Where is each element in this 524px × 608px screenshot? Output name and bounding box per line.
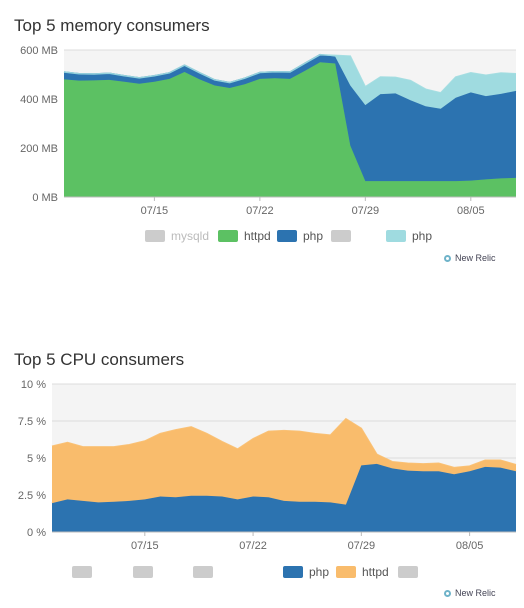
legend-swatch — [331, 230, 351, 242]
x-tick-label: 08/05 — [456, 540, 484, 552]
legend-swatch — [277, 230, 297, 242]
cpu-brand: New Relic — [444, 588, 496, 598]
legend-item[interactable]: mysqld — [145, 228, 209, 244]
series-area-php — [64, 54, 516, 182]
y-tick-label: 10 % — [21, 379, 46, 391]
brand-label: New Relic — [455, 253, 496, 263]
brand-label: New Relic — [455, 588, 496, 598]
series-line-httpd — [51, 417, 517, 469]
legend-label: php — [309, 565, 330, 579]
legend-swatch — [72, 566, 92, 578]
series-area-php — [64, 54, 516, 109]
legend-item[interactable]: php — [283, 564, 329, 580]
series-area-httpd — [64, 62, 516, 197]
x-tick-label: 07/22 — [246, 205, 274, 217]
legend-label: httpd — [244, 229, 271, 243]
legend-label: php — [412, 229, 433, 243]
cpu-chart-title: Top 5 CPU consumers — [14, 350, 185, 369]
memory-chart: 0 MB 200 MB 400 MB 600 MB 07/15 07/22 07/29 08/… — [20, 45, 517, 217]
legend-swatch — [193, 566, 213, 578]
legend-label: httpd — [362, 565, 389, 579]
y-tick-label: 2.5 % — [18, 490, 46, 502]
legend-item[interactable]: php — [386, 228, 432, 244]
y-tick-label: 0 MB — [32, 192, 58, 204]
series-area-httpd — [52, 418, 516, 505]
cpu-chart: 0 % 2.5 % 5 % 7.5 % 10 % 07/15 07/22 07/29 08/05 — [18, 379, 517, 552]
legend-item[interactable] — [133, 564, 159, 580]
legend-swatch — [398, 566, 418, 578]
memory-brand: New Relic — [444, 253, 496, 263]
legend-swatch — [145, 230, 165, 242]
legend-swatch — [133, 566, 153, 578]
legend-item[interactable] — [72, 564, 98, 580]
legend-item[interactable]: httpd — [218, 228, 271, 244]
new-relic-ring-icon — [444, 589, 451, 597]
x-tick-label: 08/05 — [457, 205, 485, 217]
y-tick-label: 5 % — [27, 453, 46, 465]
legend-swatch — [386, 230, 406, 242]
legend-swatch — [283, 566, 303, 578]
x-tick-label: 07/29 — [352, 205, 380, 217]
series-line-php — [63, 53, 517, 94]
y-tick-label: 600 MB — [20, 45, 58, 57]
legend-item[interactable]: httpd — [336, 564, 389, 580]
memory-legend: mysqld httpd php php — [0, 228, 524, 248]
legend-item[interactable]: php — [277, 228, 323, 244]
y-tick-label: 400 MB — [20, 94, 58, 106]
legend-item[interactable] — [193, 564, 219, 580]
legend-item[interactable] — [398, 564, 424, 580]
legend-item[interactable] — [331, 228, 357, 244]
memory-chart-title: Top 5 memory consumers — [14, 16, 210, 35]
cpu-legend: php httpd — [0, 564, 524, 584]
legend-swatch — [336, 566, 356, 578]
series-area-php — [52, 463, 516, 532]
x-tick-label: 07/22 — [239, 540, 267, 552]
legend-label: php — [303, 229, 324, 243]
y-tick-label: 0 % — [27, 527, 46, 539]
x-tick-label: 07/29 — [348, 540, 376, 552]
new-relic-ring-icon — [444, 254, 451, 262]
legend-label: mysqld — [171, 229, 210, 243]
y-tick-label: 7.5 % — [18, 416, 46, 428]
y-tick-label: 200 MB — [20, 143, 58, 155]
x-tick-label: 07/15 — [131, 540, 159, 552]
legend-swatch — [218, 230, 238, 242]
x-tick-label: 07/15 — [141, 205, 169, 217]
